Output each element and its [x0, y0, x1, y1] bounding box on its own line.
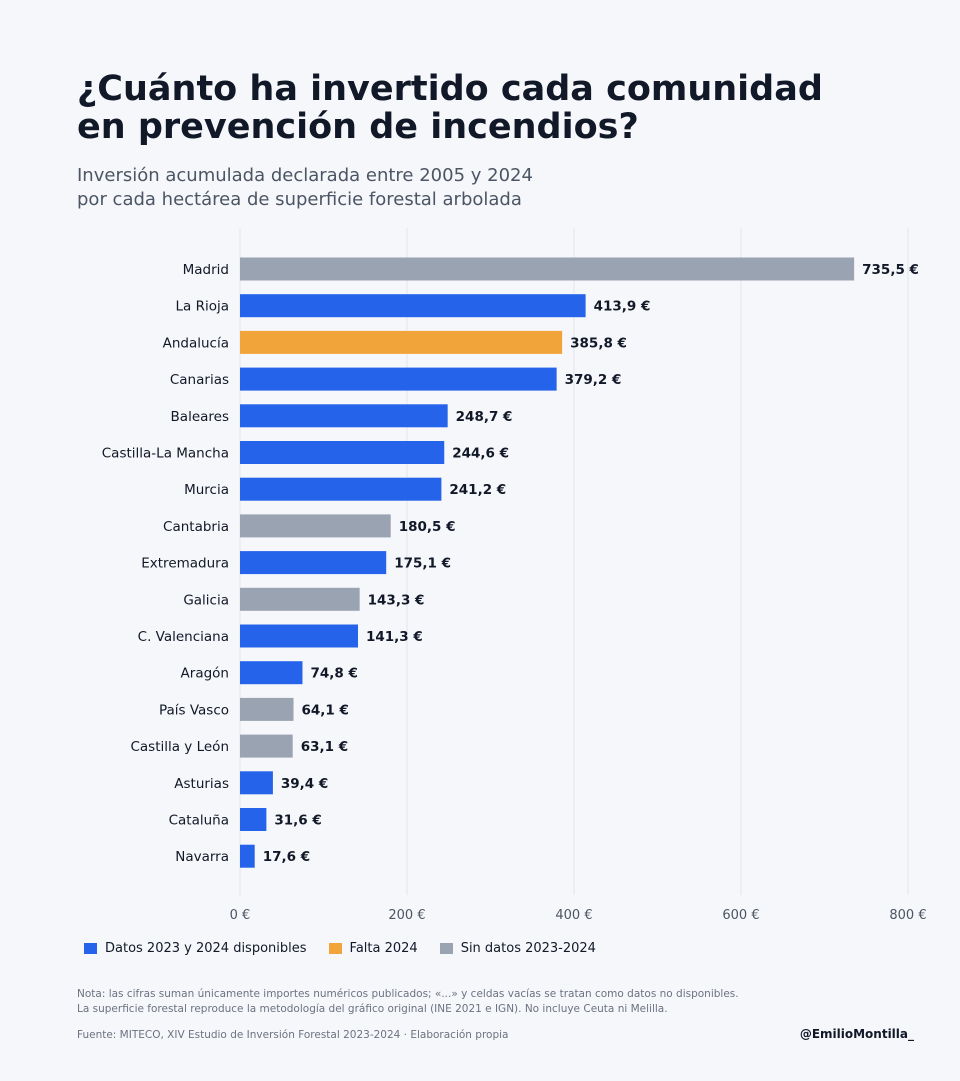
chart-subtitle: Inversión acumulada declarada entre 2005…: [77, 164, 897, 212]
bar: [240, 294, 586, 318]
data-label: 17,6 €: [263, 849, 310, 865]
legend-item-sin-datos: Sin datos 2023-2024: [439, 940, 596, 956]
data-label: 63,1 €: [301, 739, 348, 755]
bar: [240, 551, 387, 575]
data-label: 74,8 €: [310, 666, 357, 682]
bar-chart: 0 € 200 € 400 € 600 € 800 € Madrid 735,5 € La R…: [102, 228, 927, 923]
category-label: Cantabria: [163, 519, 229, 535]
legend-swatch: [84, 942, 97, 954]
category-label: Navarra: [175, 849, 229, 865]
category-label: La Rioja: [176, 299, 230, 315]
data-label: 175,1 €: [394, 556, 451, 572]
bar: [240, 514, 391, 538]
data-label: 413,9 €: [594, 299, 651, 315]
category-label: Baleares: [171, 409, 229, 425]
footnote-line: Nota: las cifras suman únicamente import…: [77, 988, 739, 1000]
bar: [240, 734, 293, 758]
category-label: Aragón: [181, 666, 229, 682]
category-label: Castilla y León: [130, 739, 229, 755]
category-label: Andalucía: [163, 335, 229, 351]
footnote: Nota: las cifras suman únicamente import…: [77, 987, 917, 1017]
labels-layer: 0 € 200 € 400 € 600 € 800 € Madrid 735,5 € La R…: [102, 262, 927, 923]
bar: [240, 587, 360, 611]
category-label: Extremadura: [141, 556, 229, 572]
chart-subtitle-line: Inversión acumulada declarada entre 2005…: [77, 165, 533, 186]
legend-item-falta-2024: Falta 2024: [328, 940, 418, 956]
bar: [240, 624, 358, 648]
category-label: Madrid: [183, 262, 229, 278]
category-label: Galicia: [183, 592, 229, 608]
data-label: 248,7 €: [456, 409, 513, 425]
data-label: 735,5 €: [862, 262, 919, 278]
bar: [240, 477, 442, 501]
legend-label: Sin datos 2023-2024: [460, 940, 596, 956]
data-label: 241,2 €: [449, 482, 506, 498]
bar: [240, 330, 563, 354]
category-label: Cataluña: [169, 813, 229, 829]
bar: [240, 661, 303, 685]
data-label: 180,5 €: [399, 519, 456, 535]
bar: [240, 367, 557, 391]
bar: [240, 404, 448, 428]
chart-title-line: en prevención de incendios?: [77, 107, 639, 147]
legend-item-disponibles: Datos 2023 y 2024 disponibles: [84, 941, 307, 956]
bar: [240, 771, 273, 795]
data-label: 31,6 €: [274, 813, 321, 829]
category-label: C. Valenciana: [138, 629, 229, 645]
bar: [240, 257, 855, 281]
category-label: Murcia: [184, 482, 229, 498]
data-label: 39,4 €: [281, 776, 328, 792]
bar: [240, 441, 445, 464]
data-label: 141,3 €: [366, 629, 423, 645]
category-label: Canarias: [170, 372, 229, 388]
bar: [240, 697, 294, 721]
x-tick-label: 800 €: [889, 908, 926, 923]
chart-title-line: ¿Cuánto ha invertido cada comunidad: [77, 69, 823, 109]
author-handle: @EmilioMontilla_: [799, 1027, 914, 1041]
source-text: Fuente: MITECO, XIV Estudio de Inversión…: [77, 1029, 509, 1041]
bars-layer: [240, 257, 855, 868]
footnote-line: La superficie forestal reproduce la meto…: [77, 1003, 668, 1015]
data-label: 379,2 €: [565, 372, 622, 388]
chart-subtitle-line: por cada hectárea de superficie forestal…: [77, 189, 522, 210]
data-label: 244,6 €: [452, 446, 509, 462]
x-tick-label: 0 €: [230, 908, 251, 923]
category-label: País Vasco: [159, 702, 229, 718]
x-tick-label: 400 €: [555, 908, 592, 923]
category-label: Castilla-La Mancha: [102, 446, 229, 462]
legend: Datos 2023 y 2024 disponibles Falta 2024…: [84, 938, 596, 958]
data-label: 143,3 €: [368, 592, 425, 608]
legend-label: Falta 2024: [349, 940, 418, 956]
x-tick-label: 600 €: [722, 908, 759, 923]
bar: [240, 808, 267, 831]
x-tick-label: 200 €: [388, 908, 425, 923]
chart-title: ¿Cuánto ha invertido cada comunidad en p…: [77, 70, 937, 146]
legend-swatch: [439, 942, 453, 954]
legend-swatch: [328, 942, 342, 954]
data-label: 64,1 €: [302, 702, 349, 718]
category-label: Asturias: [174, 776, 229, 792]
bar: [240, 844, 255, 868]
data-label: 385,8 €: [570, 335, 627, 351]
legend-label: Datos 2023 y 2024 disponibles: [105, 940, 307, 956]
